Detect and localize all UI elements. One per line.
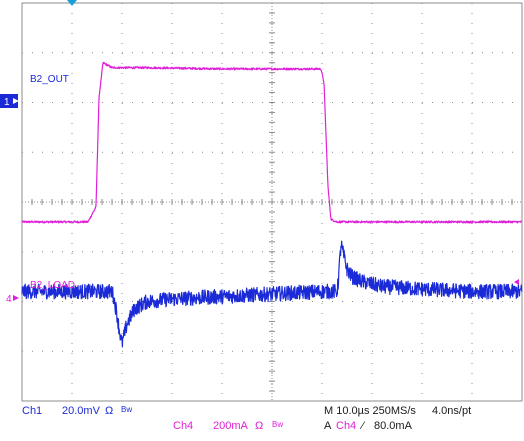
trigger-level-icon [514,279,519,285]
ch4-bandwidth-limit: Bw [272,420,284,429]
trigger-channel: Ch4 [336,420,357,432]
trace-ch4-line [21,61,523,224]
ch1-ground-marker [0,94,18,108]
ch4-scale: 200mA [213,420,248,432]
ch4-trace-label: B2_LOAD [30,280,75,291]
ch4-marker-arrow-icon [13,295,19,301]
ch4-marker-label: 4 [6,294,12,305]
trigger-position-icon [67,0,77,6]
ch1-marker-arrow-icon [13,98,19,104]
trace-ch1-b2-out [21,240,523,348]
ch1-bandwidth-limit: Bw [121,405,133,414]
trace-ch4-b2-load [21,61,523,224]
timebase-readout: M 10.0µs 250MS/s [324,405,416,417]
trigger-level: 80.0mA [374,420,412,432]
trace-ch1-line [21,240,523,348]
channel-markers: 14 [0,0,519,305]
ch4-name: Ch4 [173,420,194,432]
ch1-scale: 20.0mV [62,405,100,417]
ch1-name: Ch1 [22,405,43,417]
ch1-trace-label: B2_OUT [30,74,69,85]
ch1-impedance-icon: Ω [105,405,114,417]
trigger-slope-icon: ∕ [362,420,364,432]
trigger-prefix: A [324,420,332,432]
ch4-impedance-icon: Ω [255,420,264,432]
graticule [21,2,523,402]
ch1-marker-label: 1 [4,97,10,108]
resolution-readout: 4.0ns/pt [432,405,472,417]
